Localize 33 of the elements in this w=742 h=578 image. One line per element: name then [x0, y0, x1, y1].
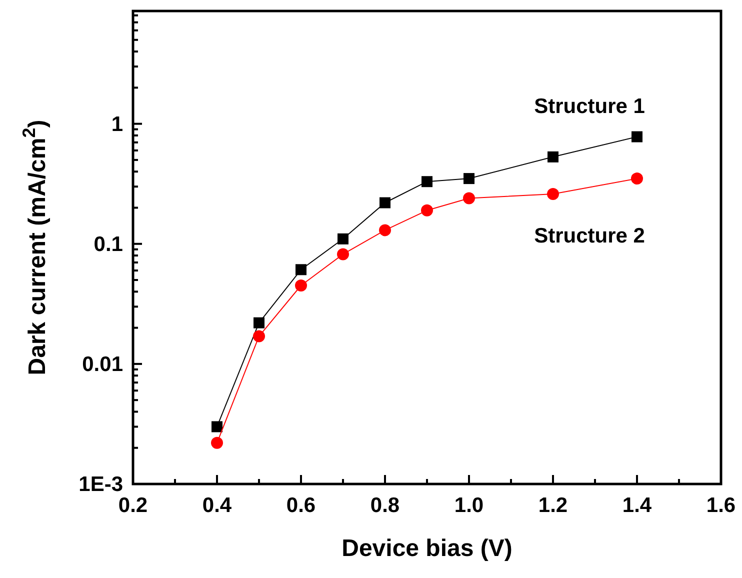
y-tick-label: 0.1: [94, 232, 124, 256]
point: [254, 317, 264, 328]
series-label: Structure 1: [534, 94, 646, 118]
x-tick-label: 0.4: [202, 494, 232, 517]
point: [631, 172, 643, 185]
point: [212, 421, 222, 432]
x-tick-label: 0.2: [118, 494, 148, 517]
point: [211, 436, 223, 449]
point: [296, 264, 306, 276]
point: [422, 176, 432, 188]
y-tick-label: 0.01: [82, 352, 124, 376]
point: [464, 173, 474, 184]
x-tick-label: 0.8: [370, 494, 400, 517]
point: [632, 131, 642, 142]
x-tick-label: 0.6: [286, 494, 316, 517]
x-tick-label: 1.6: [706, 494, 736, 517]
point: [421, 204, 433, 216]
x-tick-label: 1.0: [454, 494, 484, 517]
x-tick-label: 1.2: [538, 494, 568, 517]
point: [379, 224, 391, 236]
point: [338, 233, 348, 244]
point: [547, 188, 559, 200]
point: [337, 248, 349, 260]
x-tick-label: 1.4: [622, 494, 652, 517]
x-axis-title: Device bias (V): [342, 535, 512, 562]
point: [295, 280, 307, 292]
point: [253, 330, 265, 342]
point: [463, 192, 475, 204]
y-tick-label: 1E-3: [78, 473, 123, 496]
point: [380, 197, 390, 208]
y-tick-label: 1: [111, 112, 124, 136]
point: [548, 151, 558, 162]
series-label: Structure 2: [534, 224, 645, 248]
